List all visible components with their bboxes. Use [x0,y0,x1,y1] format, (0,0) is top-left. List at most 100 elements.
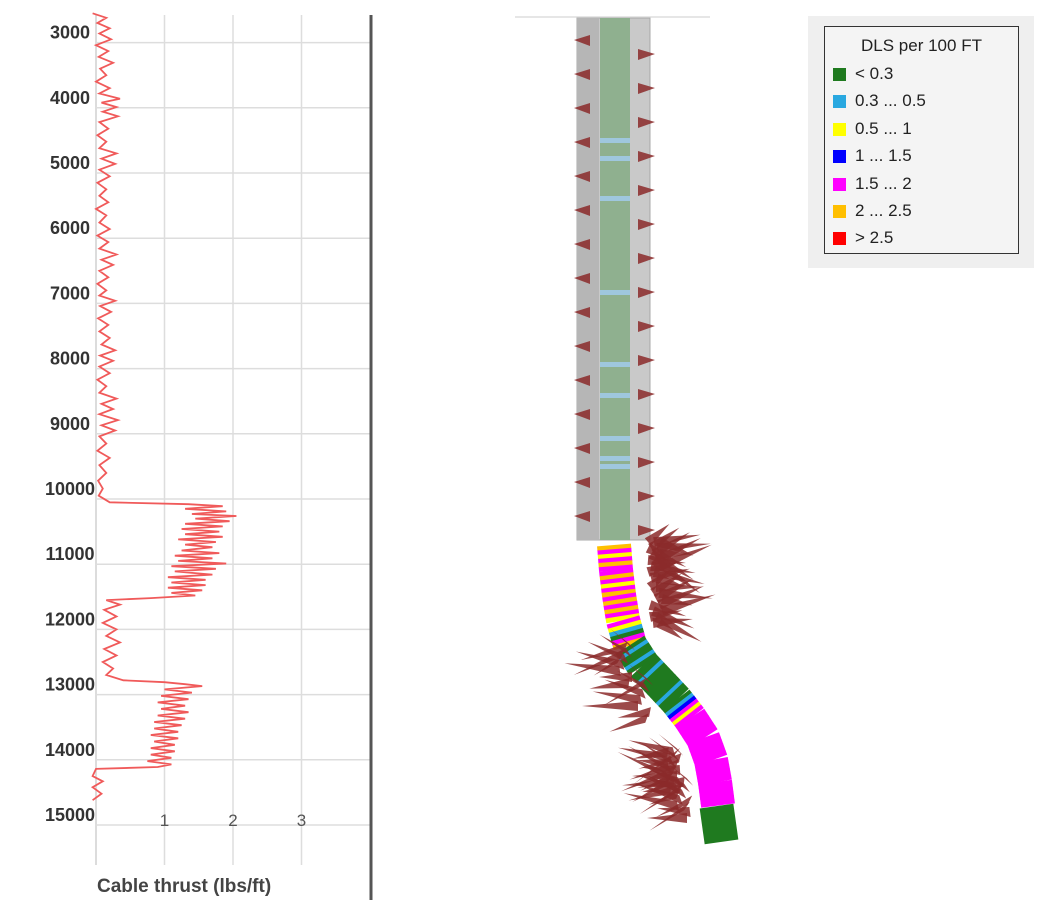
force-arrow [651,555,701,594]
y-tick-label: 5000 [50,153,90,173]
dls-ring [667,695,697,720]
dls-ring [652,677,681,704]
force-arrow [648,789,680,805]
force-arrow [638,287,655,298]
legend-label: 1 ... 1.5 [855,146,912,165]
dls-ring [698,783,733,793]
x-tick-label: 1 [160,811,169,830]
dls-ring [697,775,732,786]
force-arrow [574,69,590,80]
dls-ring [641,665,670,693]
dls-ring [695,764,730,775]
y-tick-label: 13000 [45,675,95,695]
lateral-segment [662,689,704,729]
force-arrow [574,341,590,352]
dls-ring [655,679,684,707]
dls-ring [639,662,668,690]
x-tick-label: 3 [297,811,306,830]
legend-item-0-5-1: 0.5 ... 1 [833,118,912,140]
force-arrow [603,677,647,706]
force-arrow [653,612,702,642]
dls-ring [603,600,638,611]
lateral-section [597,543,735,808]
bottom-hole-segment [699,803,739,845]
dls-ring [636,659,665,687]
dls-ring [687,732,721,749]
casing-dls-bands [600,138,630,469]
legend-item-lt-0-3: < 0.3 [833,63,893,85]
dls-ring [689,739,724,756]
force-arrow [582,701,638,711]
legend-label: 0.3 ... 0.5 [855,91,926,110]
force-arrow [656,795,693,818]
dls-ring [601,588,636,598]
dls-ring [598,556,633,564]
y-tick-label: 11000 [45,544,94,564]
force-arrow [660,594,716,616]
grid-lines [95,15,371,865]
force-arrow [651,606,695,629]
lateral-segment [602,592,640,624]
dls-legend: DLS per 100 FT < 0.3 0.3 ... 0.5 0.5 ...… [824,26,1019,254]
dls-ring [684,722,716,745]
y-tick-label: 12000 [45,609,95,629]
force-arrow [574,239,590,250]
dls-ring [599,572,634,581]
y-tick-label: 3000 [50,23,90,43]
force-arrow [574,137,590,148]
force-arrow [574,35,590,46]
dls-ring [700,795,735,804]
dls-ring [660,685,689,713]
casing-band [600,464,630,469]
lateral-segment [647,671,689,713]
dls-ring [662,689,693,714]
force-arrow [574,307,590,318]
dls-ring [671,701,702,726]
force-arrow [632,747,669,759]
legend-swatch [833,67,846,81]
force-arrow [638,423,655,434]
force-arrow [649,801,690,831]
legend-item-0-3-0-5: 0.3 ... 0.5 [833,90,926,112]
casing-band [600,196,630,201]
force-arrow [629,759,679,780]
dls-ring [694,760,730,771]
x-axis-label: Cable thrust (lbs/ft) [97,876,271,897]
lateral-segment [698,779,735,808]
force-arrow [616,670,650,693]
force-arrow [638,457,655,468]
force-arrow [610,629,636,651]
legend-item-1-5-2: 1.5 ... 2 [833,173,912,195]
dls-ring [677,712,709,735]
casing-band [600,156,630,161]
x-tick-label: 2 [228,811,237,830]
force-arrow [574,409,590,420]
force-arrow [587,641,628,664]
force-arrow [661,594,693,606]
dls-ring [599,567,634,577]
force-arrow [638,83,655,94]
dls-ring [617,639,649,662]
y-tick-labels: 3000 4000 5000 6000 7000 8000 9000 10000 11000 12… [45,23,95,825]
dls-ring [606,615,641,630]
dls-ring [682,718,714,742]
force-arrow [645,543,687,568]
dls-ring [650,674,679,701]
force-arrow [573,648,625,675]
dls-ring [604,608,640,620]
dls-ring [605,613,640,624]
y-tick-label: 7000 [50,283,90,303]
casing-band [600,290,630,295]
force-arrow [617,707,651,718]
force-arrow [638,253,655,264]
y-tick-label: 6000 [50,218,90,238]
dls-ring [680,715,712,738]
y-tick-label: 10000 [45,479,95,499]
dls-ring [696,767,731,779]
cable-thrust-chart: 3000400050006000700080009000100001100012… [45,12,373,900]
dls-ring [622,645,654,669]
legend-label: 2 ... 2.5 [855,201,912,220]
legend-item-gt-2-5: > 2.5 [833,227,893,249]
force-arrow [658,537,694,556]
